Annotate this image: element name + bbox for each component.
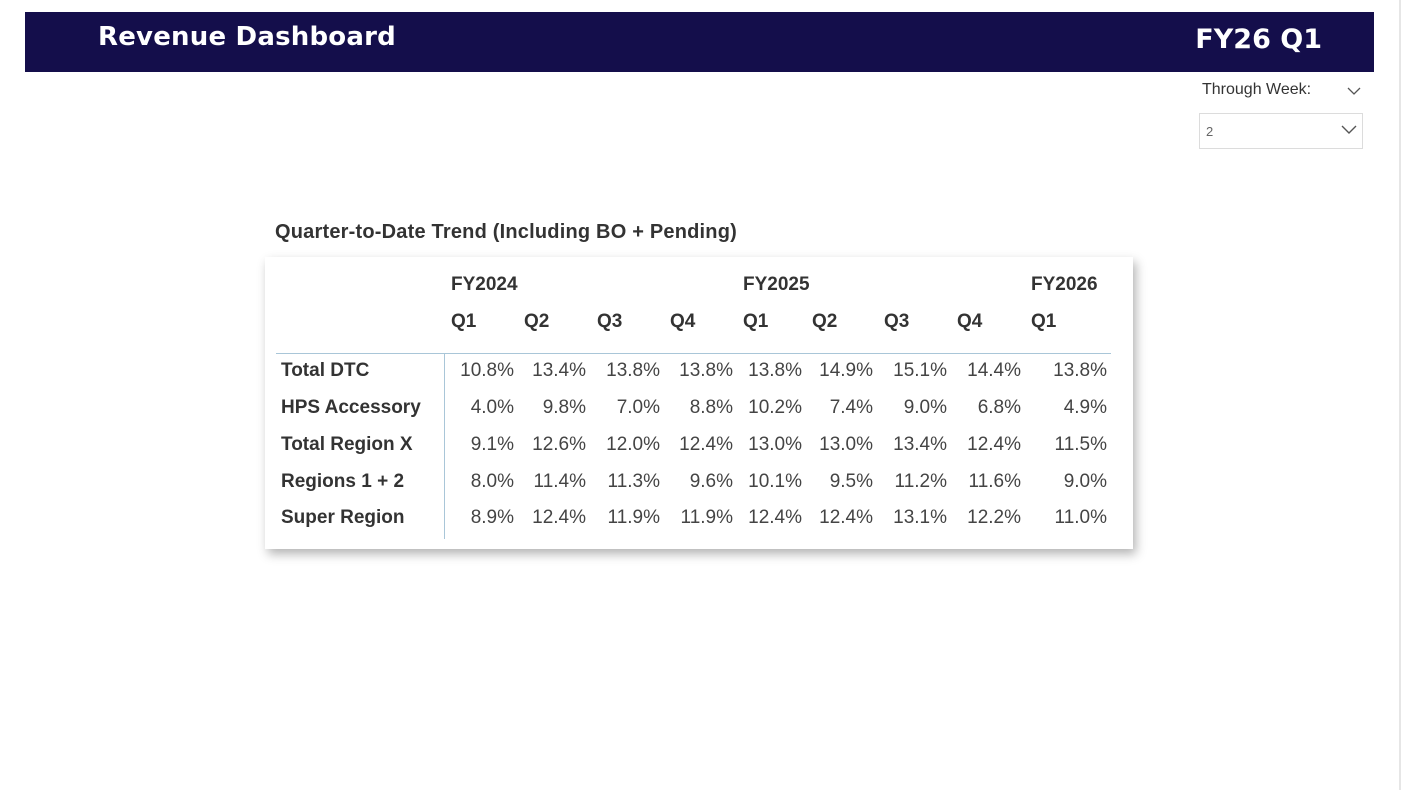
table-cell: 14.9% bbox=[819, 360, 873, 381]
table-cell: 11.9% bbox=[680, 507, 733, 528]
table-cell: 12.0% bbox=[606, 434, 660, 455]
table-cell: 11.0% bbox=[1054, 507, 1107, 528]
table-cell: 7.0% bbox=[616, 397, 660, 418]
table-cell: 4.9% bbox=[1063, 397, 1107, 418]
year-header-fy2025: FY2025 bbox=[743, 274, 810, 295]
header-banner: Revenue Dashboard FY26 Q1 bbox=[25, 12, 1374, 72]
table-cell: 15.1% bbox=[893, 360, 947, 381]
table-cell: 13.0% bbox=[819, 434, 873, 455]
table-cell: 11.2% bbox=[894, 471, 947, 492]
scrollbar-track[interactable] bbox=[1399, 0, 1401, 790]
table-cell: 13.8% bbox=[606, 360, 660, 381]
table-cell: 8.8% bbox=[689, 397, 733, 418]
dashboard-title: Revenue Dashboard bbox=[98, 22, 396, 52]
quarter-header: Q1 bbox=[743, 311, 769, 332]
table-cell: 11.9% bbox=[607, 507, 660, 528]
table-cell: 13.1% bbox=[893, 507, 947, 528]
through-week-value: 2 bbox=[1206, 124, 1214, 139]
table-cell: 11.4% bbox=[533, 471, 586, 492]
table-cell: 8.9% bbox=[470, 507, 514, 528]
row-label-divider bbox=[444, 353, 445, 539]
row-label: Total Region X bbox=[281, 434, 413, 455]
header-divider bbox=[276, 353, 1111, 354]
table-cell: 11.5% bbox=[1054, 434, 1107, 455]
through-week-dropdown[interactable]: 2 bbox=[1199, 113, 1363, 149]
table-cell: 13.4% bbox=[893, 434, 947, 455]
quarter-header: Q2 bbox=[812, 311, 838, 332]
quarter-header: Q1 bbox=[451, 311, 477, 332]
table-cell: 11.6% bbox=[968, 471, 1021, 492]
table-cell: 8.0% bbox=[470, 471, 514, 492]
table-cell: 13.0% bbox=[748, 434, 802, 455]
row-label: HPS Accessory bbox=[281, 397, 421, 418]
table-cell: 13.8% bbox=[679, 360, 733, 381]
trend-table: FY2024 FY2025 FY2026 Q1 Q2 Q3 Q4 Q1 Q2 Q… bbox=[265, 257, 1133, 549]
table-cell: 9.0% bbox=[903, 397, 947, 418]
table-cell: 14.4% bbox=[967, 360, 1021, 381]
table-cell: 12.4% bbox=[679, 434, 733, 455]
table-cell: 9.0% bbox=[1063, 471, 1107, 492]
table-cell: 9.1% bbox=[470, 434, 514, 455]
quarter-header: Q1 bbox=[1031, 311, 1057, 332]
quarter-header: Q2 bbox=[524, 311, 550, 332]
row-label: Total DTC bbox=[281, 360, 370, 381]
table-cell: 4.0% bbox=[470, 397, 514, 418]
year-header-fy2024: FY2024 bbox=[451, 274, 518, 295]
table-cell: 9.6% bbox=[689, 471, 733, 492]
table-cell: 12.4% bbox=[532, 507, 586, 528]
table-cell: 13.8% bbox=[748, 360, 802, 381]
quarter-header: Q3 bbox=[884, 311, 910, 332]
quarter-header: Q4 bbox=[670, 311, 696, 332]
table-cell: 7.4% bbox=[829, 397, 873, 418]
table-cell: 12.4% bbox=[967, 434, 1021, 455]
through-week-label: Through Week: bbox=[1202, 81, 1312, 98]
row-label: Regions 1 + 2 bbox=[281, 471, 405, 492]
table-cell: 12.2% bbox=[967, 507, 1021, 528]
table-cell: 11.3% bbox=[607, 471, 660, 492]
table-cell: 9.5% bbox=[829, 471, 873, 492]
table-cell: 13.4% bbox=[532, 360, 586, 381]
table-cell: 12.4% bbox=[819, 507, 873, 528]
table-cell: 12.6% bbox=[532, 434, 586, 455]
chevron-down-icon bbox=[1340, 122, 1358, 136]
quarter-header: Q4 bbox=[957, 311, 983, 332]
year-header-fy2026: FY2026 bbox=[1031, 274, 1098, 295]
table-title: Quarter-to-Date Trend (Including BO + Pe… bbox=[275, 221, 737, 243]
table-cell: 9.8% bbox=[542, 397, 586, 418]
table-cell: 10.1% bbox=[748, 471, 802, 492]
quarter-header: Q3 bbox=[597, 311, 623, 332]
table-cell: 10.8% bbox=[460, 360, 514, 381]
row-label: Super Region bbox=[281, 507, 405, 528]
fiscal-period-label: FY26 Q1 bbox=[1195, 24, 1322, 55]
table-cell: 13.8% bbox=[1053, 360, 1107, 381]
table-cell: 6.8% bbox=[977, 397, 1021, 418]
table-cell: 12.4% bbox=[748, 507, 802, 528]
table-cell: 10.2% bbox=[748, 397, 802, 418]
chevron-down-icon[interactable] bbox=[1346, 84, 1362, 96]
